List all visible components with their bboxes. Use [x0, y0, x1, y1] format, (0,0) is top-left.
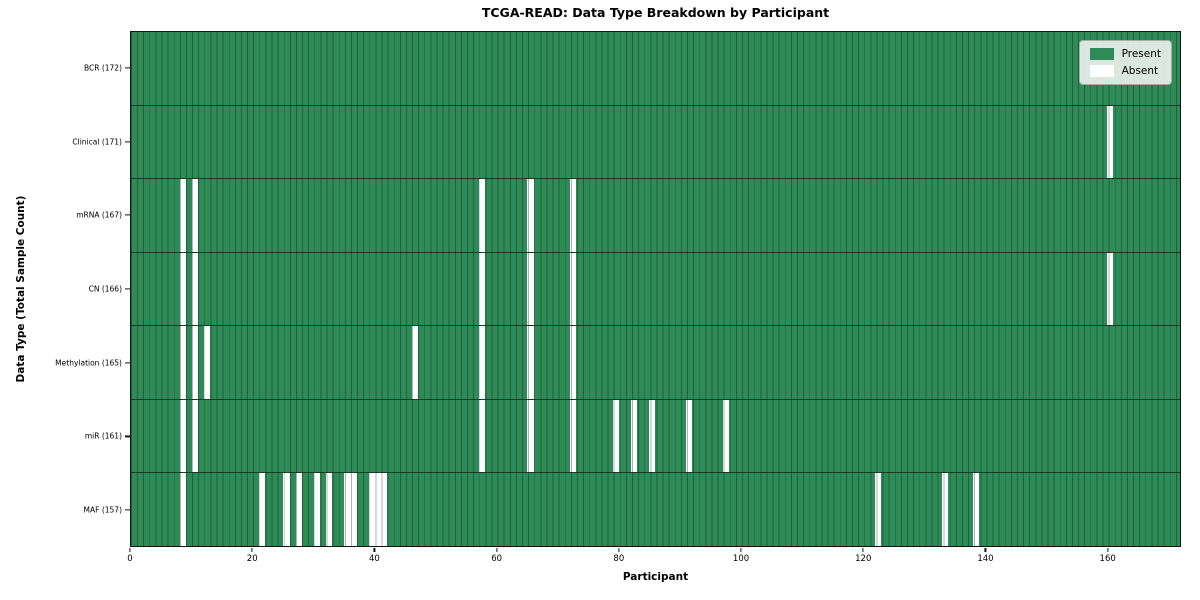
absent-cell [295, 473, 302, 547]
x-tick-label: 80 [613, 554, 625, 564]
absent-cell [191, 252, 199, 326]
absent-cell [478, 326, 485, 399]
legend-label-absent: Absent [1121, 65, 1159, 77]
y-tick-mark [125, 435, 130, 438]
absent-cell [179, 399, 186, 473]
absent-cell [179, 326, 186, 399]
absent-cell [313, 473, 321, 547]
x-tick-mark [129, 548, 131, 552]
x-tick-mark [373, 548, 375, 552]
x-tick-mark [740, 548, 742, 552]
x-tick-mark [984, 548, 987, 552]
x-tick-mark [496, 548, 498, 552]
y-tick-label: CN (166) [88, 284, 122, 294]
x-tick-labels: 0 20 40 60 80 100 120 140 160 [127, 547, 1181, 573]
y-tick-mark [125, 288, 130, 290]
legend-item-present: Present [1089, 48, 1161, 60]
absent-cell [179, 473, 186, 547]
absent-cell [478, 179, 485, 252]
absent-cell [283, 473, 290, 547]
absent-cell [972, 473, 979, 547]
absent-cell [875, 473, 882, 547]
absent-cell [722, 399, 729, 473]
x-tick-label: 100 [732, 554, 750, 564]
absent-cell [478, 252, 485, 326]
absent-cell [179, 179, 186, 252]
x-tick-label: 160 [1099, 554, 1116, 564]
absent-cell [631, 399, 638, 473]
x-tick-mark [251, 548, 253, 552]
y-tick-labels: BCR (172) Clinical (171) mRNA (167) CN (166… [0, 31, 122, 547]
y-tick-mark [125, 67, 130, 69]
data-type-row [131, 179, 1180, 253]
absent-cell [1106, 105, 1113, 179]
absent-swatch [1089, 65, 1114, 77]
absent-cell [612, 399, 619, 473]
legend-item-absent: Absent [1089, 65, 1161, 77]
y-tick-label: miR (161) [84, 431, 122, 441]
x-tick-mark [862, 548, 864, 552]
absent-cell [204, 326, 211, 399]
absent-cell [344, 473, 351, 547]
y-tick-label: MAF (157) [83, 505, 122, 515]
data-type-row [131, 32, 1180, 106]
y-tick-mark [125, 140, 130, 143]
y-tick-mark [125, 214, 130, 216]
absent-cell [1106, 252, 1113, 326]
y-tick-label: Methylation (165) [55, 358, 122, 368]
x-axis-label: Participant [622, 571, 689, 583]
absent-cell [191, 399, 199, 473]
absent-cell [350, 473, 357, 547]
heatmap-rows [131, 32, 1180, 547]
y-tick-label: mRNA (167) [76, 210, 122, 220]
y-tick-mark [125, 362, 130, 364]
absent-cell [381, 473, 388, 547]
absent-cell [570, 399, 577, 473]
x-tick-mark [1107, 548, 1109, 552]
x-tick-mark [618, 548, 620, 552]
data-type-row [131, 326, 1180, 400]
absent-cell [179, 252, 186, 326]
y-tick-label: Clinical (171) [72, 137, 122, 147]
absent-cell [368, 473, 375, 547]
absent-cell [649, 399, 656, 473]
data-type-row [131, 105, 1180, 180]
absent-cell [942, 473, 949, 547]
absent-cell [374, 473, 382, 547]
x-tick-label: 0 [127, 554, 133, 564]
data-type-row [131, 399, 1180, 474]
absent-cell [191, 179, 199, 252]
absent-cell [685, 399, 693, 473]
chart-title: TCGA-READ: Data Type Breakdown by Partic… [481, 5, 830, 20]
absent-cell [527, 326, 534, 399]
absent-cell [527, 252, 534, 326]
y-tick-label: BCR (172) [83, 63, 122, 73]
x-tick-label: 60 [491, 554, 503, 564]
absent-cell [527, 399, 534, 473]
absent-cell [570, 179, 577, 252]
x-tick-label: 140 [977, 554, 994, 564]
present-swatch [1089, 48, 1114, 60]
y-tick-mark [125, 509, 130, 511]
plot-area: Present Absent [130, 31, 1181, 547]
absent-cell [527, 179, 534, 252]
absent-cell [259, 473, 266, 547]
x-tick-label: 40 [368, 554, 380, 564]
legend-label-present: Present [1121, 48, 1161, 60]
absent-cell [326, 473, 333, 547]
absent-cell [411, 326, 418, 399]
absent-cell [570, 326, 577, 399]
absent-cell [191, 326, 199, 399]
data-type-row [131, 473, 1180, 547]
x-tick-label: 20 [246, 554, 258, 564]
data-type-row [131, 252, 1180, 327]
legend: Present Absent [1078, 40, 1172, 85]
absent-cell [478, 399, 485, 473]
absent-cell [570, 252, 577, 326]
x-tick-label: 120 [855, 554, 872, 564]
